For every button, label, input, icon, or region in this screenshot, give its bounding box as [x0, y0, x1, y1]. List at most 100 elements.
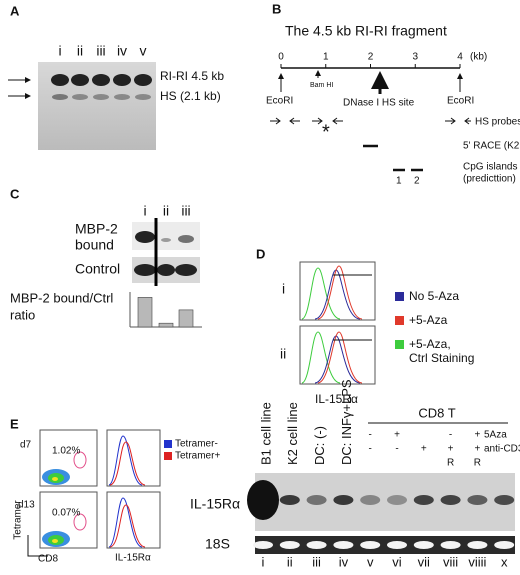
band — [306, 495, 327, 505]
band — [387, 495, 407, 505]
legend-label: 5' RACE (K2 line) — [463, 141, 520, 152]
site-label: Bam HI — [310, 82, 333, 89]
tick-label: 3 — [412, 52, 418, 63]
star: * — [322, 121, 330, 143]
histogram-curves — [301, 265, 372, 384]
band — [467, 541, 488, 549]
lane-label: B1 cell line — [258, 402, 273, 465]
treatment-label: 5Aza — [484, 430, 507, 441]
band — [333, 541, 354, 549]
gel — [255, 536, 515, 554]
lane-number: iv — [339, 554, 349, 569]
legend-label: HS probes — [475, 117, 520, 128]
legend: No 5-Aza +5-Aza +5-Aza,Ctrl Staining — [395, 289, 474, 365]
lane-number: iii — [312, 554, 321, 569]
treatment-sign: + — [474, 430, 480, 441]
band — [247, 480, 279, 520]
treatment-sign: - — [369, 430, 372, 441]
cpg-label: 1 — [396, 176, 402, 187]
day-label: d7 — [20, 440, 32, 451]
treatment-sign: + — [474, 444, 480, 455]
site-label: EcoRI — [266, 96, 293, 107]
treatment-sign: R — [474, 458, 481, 469]
percent: 0.07% — [52, 508, 80, 519]
tick-label: 1 — [323, 52, 329, 63]
legend-label: +5-Aza — [409, 313, 448, 327]
band — [333, 495, 354, 505]
bar — [178, 309, 194, 328]
cpg-label: 2 — [414, 176, 420, 187]
band — [279, 541, 300, 549]
band — [494, 495, 515, 505]
lane-label: DC: (-) — [312, 426, 327, 465]
treatment-sign: + — [394, 430, 400, 441]
axis-label: Tetramer — [13, 500, 24, 540]
histogram-frame — [106, 429, 161, 487]
legend-label: Tetramer- — [175, 439, 218, 450]
lane-label: DC: INFγ+LPS — [339, 379, 354, 465]
tick-label: 0 — [278, 52, 284, 63]
band — [360, 541, 381, 549]
band — [279, 495, 300, 505]
band-label: HS (2.1 kb) — [160, 89, 221, 103]
panel-label: E — [10, 416, 19, 431]
bar — [158, 322, 174, 328]
treatment-sign: - — [369, 444, 372, 455]
panel-label: B — [272, 1, 281, 16]
lane-label: K2 cell line — [285, 402, 300, 465]
lane-number: vi — [392, 554, 402, 569]
gel-header: B1 cell line K2 cell line DC: (-) DC: INFγ+… — [258, 379, 520, 469]
ratio-label: MBP-2 bound/Ctrl — [10, 290, 113, 305]
histogram-curves — [108, 435, 146, 548]
lane-number: viiii — [468, 554, 486, 569]
lane-labels: i ii iii — [143, 203, 190, 219]
scale-ticks: 0 1 2 3 4 — [278, 52, 463, 68]
lane-number: ii — [287, 554, 293, 569]
row-label: ii — [280, 346, 286, 362]
legend: Tetramer-Tetramer+ — [164, 439, 220, 462]
site-label: EcoRI — [447, 96, 474, 107]
treatment-sign: - — [449, 430, 452, 441]
lane-number: v — [367, 554, 374, 569]
row-label: Control — [75, 261, 120, 277]
legend-label: Ctrl Staining — [409, 351, 474, 365]
band — [413, 495, 434, 505]
bar — [137, 297, 153, 328]
lane-label: i — [58, 43, 61, 59]
legend-label: Tetramer+ — [175, 451, 220, 462]
group-label: CD8 T — [418, 405, 455, 420]
legend-label: +5-Aza, — [409, 337, 451, 351]
axis-arrows — [27, 535, 48, 557]
band — [253, 541, 273, 549]
row-label: IL-15Rα — [190, 496, 240, 512]
band — [440, 541, 461, 549]
lane-number: vii — [418, 554, 430, 569]
lane-number: viii — [443, 554, 458, 569]
treatment-label: anti-CD3 — [484, 444, 520, 455]
lane-number: i — [262, 554, 265, 569]
title: The 4.5 kb RI-RI fragment — [285, 23, 447, 39]
row-label: i — [282, 281, 285, 297]
scale-unit: (kb) — [470, 52, 487, 63]
lane-label: iv — [117, 43, 127, 59]
axis-label: CD8 — [38, 554, 58, 565]
legend-label: CpG islands — [463, 162, 517, 173]
treatment-sign: + — [421, 444, 427, 455]
band — [440, 495, 461, 505]
legend-swatch — [395, 316, 404, 325]
flow-density — [42, 451, 87, 547]
panel-label: D — [256, 246, 265, 261]
band-label: RI-RI 4.5 kb — [160, 69, 224, 83]
axis-label: IL-15Rα — [315, 392, 358, 406]
band — [387, 541, 407, 549]
band — [467, 495, 488, 505]
lane-labels: i ii iii iv v — [58, 43, 146, 59]
panel-label: C — [10, 186, 20, 201]
gel-bands — [247, 480, 515, 549]
probes — [270, 117, 471, 125]
lane-label: ii — [77, 43, 83, 59]
band — [494, 541, 515, 549]
row-label: bound — [75, 237, 114, 253]
histogram-frame — [299, 325, 376, 385]
